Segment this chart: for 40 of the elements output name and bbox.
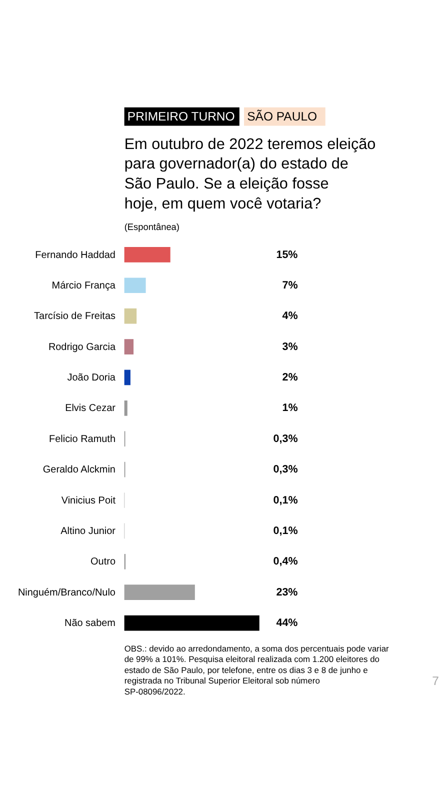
data-label: 0,3% [273,464,298,476]
bar [124,308,137,324]
text: OBS.: devido ao arredondamento, a soma dos percentuais pode variar de 99% a 101%. Pesquisa eleitoral realizada com 1.200 eleitores do estado de São Paulo, por telefone, entre os dias 3 e 8 de junho e registrada no Tribunal Superior Eleitoral sob número SP-08096/2022. [124,643,390,696]
bar [124,278,146,294]
data-label: 44% [276,617,298,630]
text: 7 [432,674,440,688]
data-label: 0,4% [273,556,298,568]
data-label: 7% [282,279,298,292]
data-label: 3% [282,340,298,353]
y-tick-label: Fernando Haddad [35,250,116,261]
y-tick-label: Não sabem [64,618,116,630]
text: PRIMEIRO TURNO [127,109,235,124]
bar [124,247,170,262]
bar [124,584,195,600]
text: SÃO PAULO [247,109,318,124]
y-tick-label: Vinicius Poit [61,495,116,506]
bar [124,400,128,416]
bar [124,339,134,354]
chart-subtitle: (Espontânea) [124,222,180,232]
y-tick-label: Tarcísio de Freitas [34,311,116,322]
data-label: 23% [276,586,298,598]
y-tick-label: Outro [90,556,116,568]
data-label: 2% [282,372,298,384]
y-tick-label: Geraldo Alckmin [42,464,116,476]
data-label: 0,3% [273,432,298,445]
data-label: 1% [282,402,298,414]
y-tick-label: Felicio Ramuth [49,434,116,445]
y-tick-label: João Doria [67,372,116,384]
y-tick-label: Ninguém/Branco/Nulo [18,587,116,598]
y-tick-label: Márcio França [52,280,116,292]
y-tick-label: Elvis Cezar [65,403,116,414]
bar [124,370,130,386]
data-label: 4% [282,310,298,322]
data-label: 15% [276,248,298,261]
data-label: 0,1% [273,525,298,538]
chart-title: Em outubro de 2022 teremos eleição para governador(a) do estado de São Paulo. Se a eleição fosse hoje, em quem você votaria? [124,136,376,213]
data-label: 0,1% [273,494,298,506]
y-tick-label: Rodrigo Garcia [48,342,116,353]
bar [124,615,260,631]
y-tick-label: Altino Junior [60,526,116,538]
